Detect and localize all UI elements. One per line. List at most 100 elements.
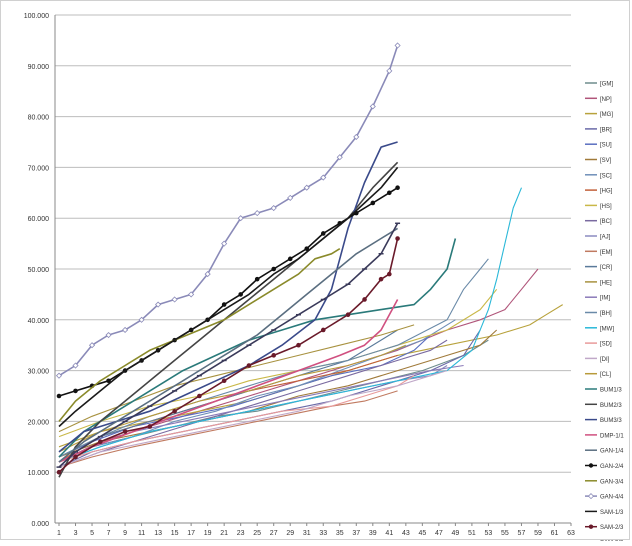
x-tick-label: 35 (336, 530, 344, 537)
x-tick-label: 27 (270, 530, 278, 537)
series-line-22 (58, 141, 398, 453)
series-point-27 (138, 316, 145, 323)
legend-label-24: GAN-1/4 (600, 449, 624, 455)
series-point-29 (387, 271, 392, 277)
legend-label-2: [MG] (600, 112, 613, 118)
x-tick-label: 29 (286, 530, 294, 537)
series-line-30 (58, 222, 399, 468)
y-tick-label: 70.000 (28, 165, 50, 172)
legend: [GM] [NP] [MG] [BR] [SU] [SV] [SC] [HG] [HS] [BC]… (585, 82, 624, 546)
x-tick-label: 5 (90, 530, 94, 537)
series-point-27 (237, 215, 244, 222)
series-line-27 (58, 45, 399, 377)
legend-label-30: SAM-3/3 (600, 541, 624, 542)
series-line-20 (58, 238, 457, 458)
legend-label-9: [BC] (600, 219, 612, 225)
series-point-29 (122, 429, 128, 434)
series-point-29 (362, 297, 367, 302)
x-tick-label: 45 (418, 530, 426, 537)
y-tick-label: 0.000 (31, 521, 49, 528)
series-point-29 (56, 469, 62, 475)
series-point-27 (270, 204, 277, 212)
y-tick-label: 90.000 (28, 64, 50, 71)
x-tick-label: 49 (451, 530, 459, 537)
series-point-27 (221, 240, 228, 247)
legend-label-8: [HS] (600, 204, 612, 210)
series-line-23 (58, 299, 399, 463)
x-tick-label: 21 (220, 530, 228, 537)
legend-label-22: BUM3/3 (600, 418, 622, 424)
x-tick-label: 37 (352, 530, 360, 537)
series-point-27 (394, 42, 401, 49)
x-tick-label: 39 (369, 530, 377, 537)
series-point-25 (56, 393, 62, 399)
series-line-4 (58, 334, 431, 458)
x-tick-label: 41 (385, 530, 393, 537)
series-point-27 (88, 342, 96, 349)
series-point-27 (254, 210, 261, 217)
legend-label-13: [HE] (600, 280, 612, 286)
legend-label-15: [BH] (600, 311, 612, 317)
y-tick-label: 50.000 (28, 267, 50, 274)
series-line-5 (58, 329, 498, 458)
legend-label-14: [IM] (600, 296, 610, 302)
legend-label-25: GAN-2/4 (600, 464, 624, 470)
y-tick-label: 10.000 (28, 470, 50, 477)
series-point-29 (378, 276, 384, 282)
x-tick-label: 19 (204, 530, 212, 537)
series-point-29 (395, 236, 400, 241)
series-point-29 (197, 393, 202, 399)
legend-label-29: SAM-2/3 (600, 525, 624, 531)
series-point-27 (353, 133, 360, 140)
x-tick-label: 47 (435, 530, 443, 537)
legend-label-12: [CR] (600, 265, 612, 271)
series-point-25 (370, 200, 376, 206)
series-point-27 (55, 372, 63, 379)
x-tick-label: 63 (567, 530, 575, 537)
series-point-25 (106, 378, 111, 384)
series-line-11 (58, 390, 398, 468)
series-point-29 (345, 312, 351, 318)
series-line-3 (58, 329, 481, 468)
y-tick-label: 100.000 (24, 13, 49, 20)
series-point-29 (147, 424, 153, 429)
series-point-29 (320, 327, 326, 333)
legend-label-20: BUM1/3 (600, 388, 622, 394)
series-line-18 (58, 370, 448, 468)
y-axis: 0.000 10.000 20.000 30.000 40.000 50.000 60.00… (24, 13, 56, 528)
y-tick-label: 40.000 (28, 318, 50, 325)
x-tick-label: 51 (468, 530, 476, 537)
x-tick-label: 59 (534, 530, 542, 537)
legend-label-7: [HG] (600, 189, 613, 195)
x-tick-label: 1 (57, 530, 61, 537)
series-point-27 (72, 362, 79, 369)
legend-label-0: [GM] (600, 82, 613, 88)
series-point-27 (336, 154, 343, 161)
series-point-27 (188, 291, 195, 298)
x-tick-label: 7 (107, 530, 111, 537)
series-point-25 (304, 246, 310, 251)
x-tick-label: 33 (319, 530, 327, 537)
legend-label-19: [CL] (600, 372, 611, 378)
series-point-27 (320, 174, 327, 181)
series-point-27 (155, 301, 162, 308)
x-tick-label: 13 (154, 530, 162, 537)
legend-marker-25 (588, 463, 594, 468)
y-tick-label: 20.000 (28, 419, 50, 426)
series-point-27 (303, 184, 310, 191)
series-line-28 (58, 166, 399, 428)
x-tick-label: 55 (501, 530, 509, 537)
series-point-29 (97, 439, 103, 445)
legend-label-11: [EM] (600, 250, 613, 256)
x-tick-label: 11 (138, 530, 145, 537)
series-line-19 (58, 344, 407, 453)
legend-label-4: [SU] (600, 143, 612, 149)
x-tick-label: 23 (237, 530, 245, 537)
series-point-25 (287, 256, 293, 262)
series-point-29 (73, 454, 78, 460)
series-point-29 (296, 342, 301, 348)
series-line-8 (58, 288, 498, 438)
x-tick-label: 17 (187, 530, 195, 537)
